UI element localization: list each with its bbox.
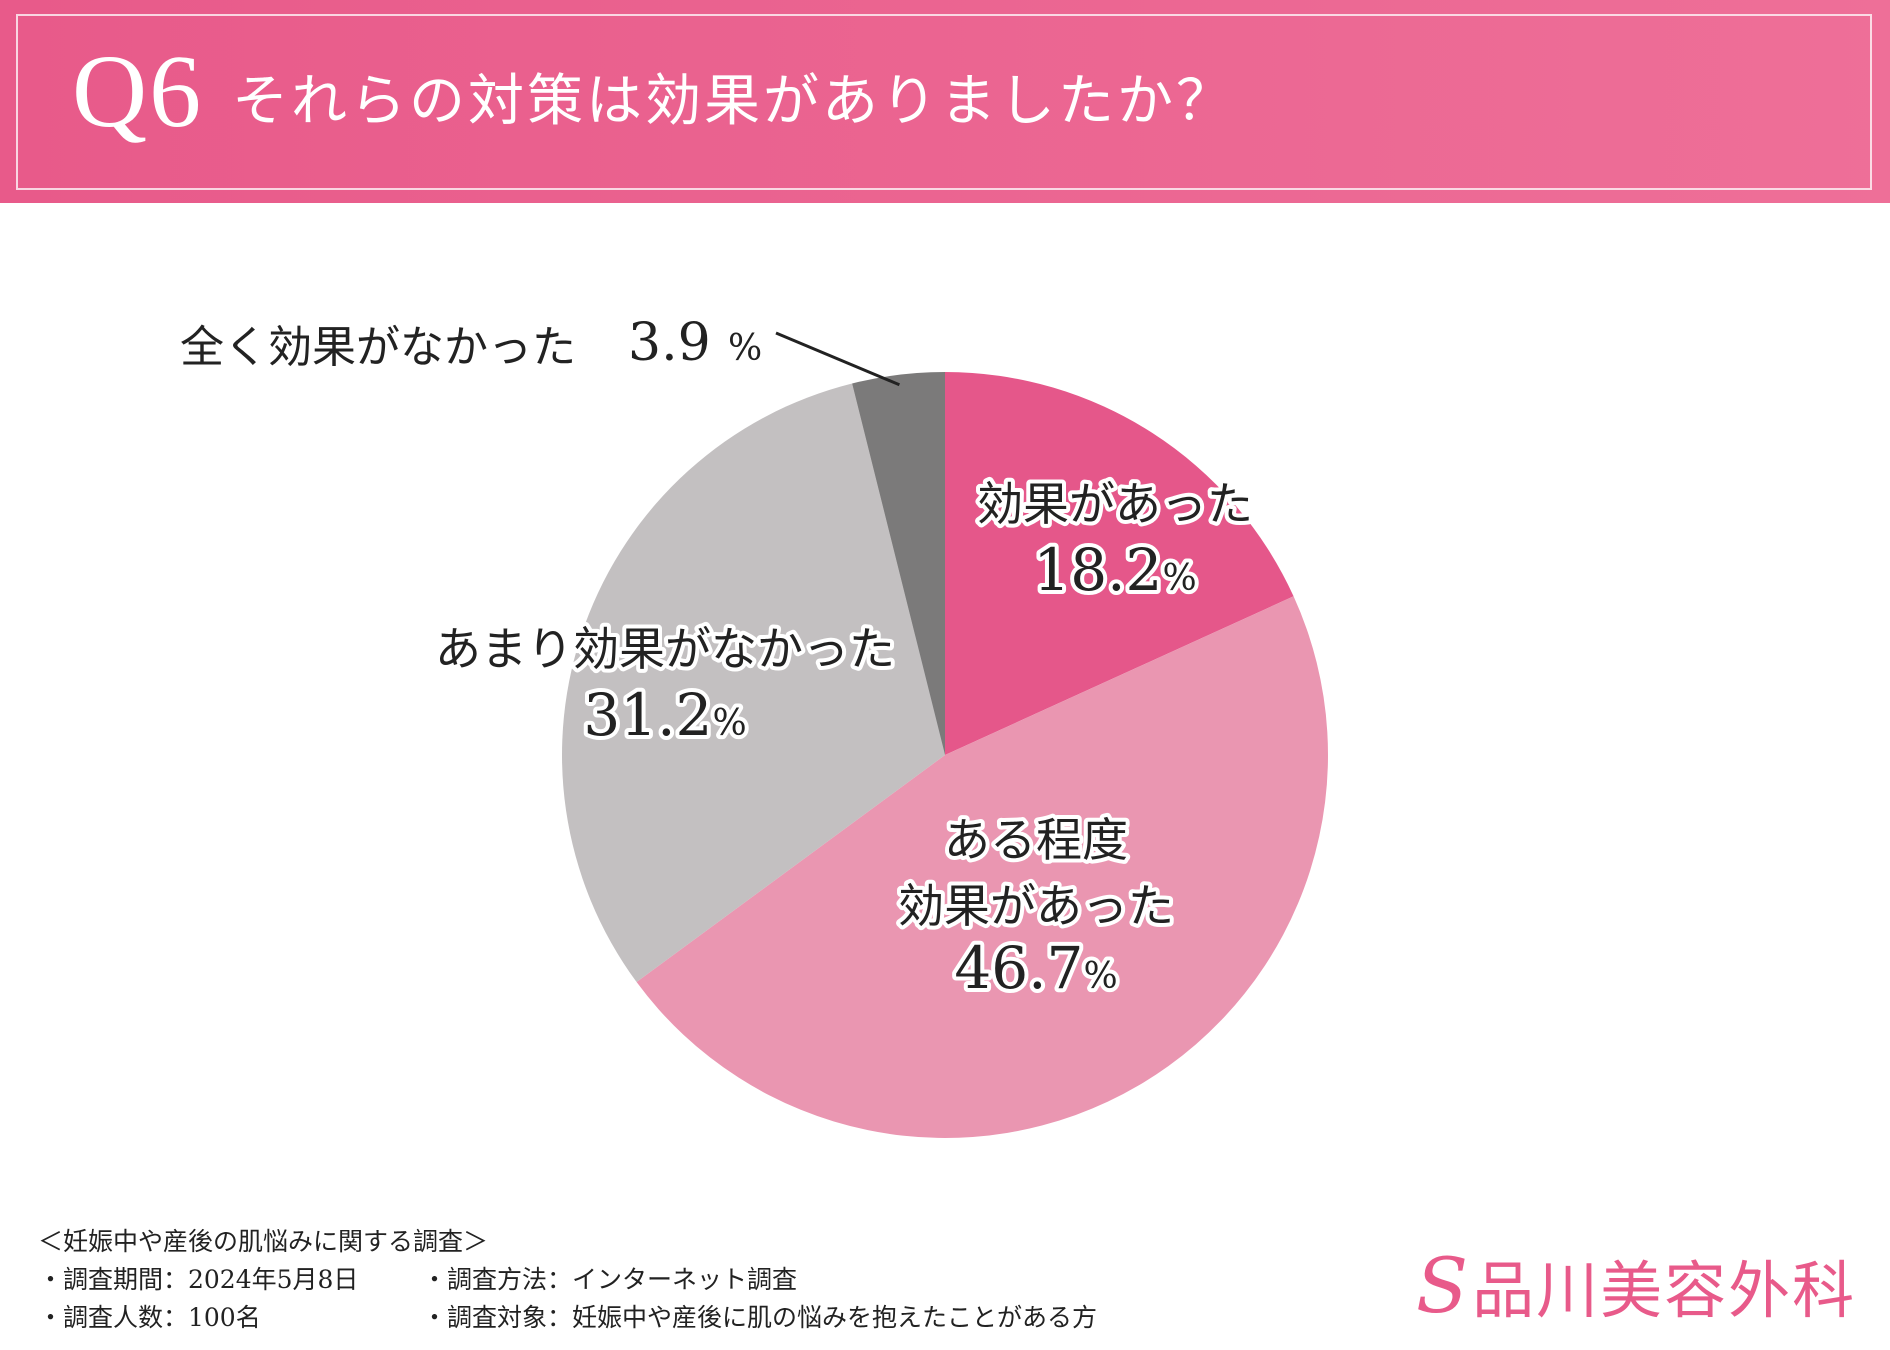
slice-value-not-effective-at-all: 3.9 — [628, 313, 711, 373]
slice-value-somewhat-effective: 46.7% — [954, 934, 1117, 1002]
question-number: Q6 — [72, 34, 204, 149]
slice-percent-sign: % — [712, 703, 746, 744]
leader-line-not-effective-at-all — [775, 331, 900, 387]
slice-percent-sign: % — [1162, 558, 1196, 599]
slice-label-not-effective-at-all: 全く効果がなかった — [180, 322, 576, 373]
slice-percent-sign: % — [728, 328, 762, 369]
pie-slice-somewhat-effective — [636, 596, 1328, 1138]
question-text: それらの対策は効果がありましたか？ — [232, 69, 1235, 134]
title-banner: Q6 それらの対策は効果がありましたか？ — [0, 0, 1890, 203]
pie-slice-effective — [945, 372, 1294, 755]
pie-slice-not-very-effective — [562, 383, 945, 983]
slice-value-not-very-effective: 31.2% — [583, 681, 746, 749]
brand-logo: S 品川美容外科 — [1416, 1240, 1856, 1330]
slice-percent-sign: % — [1083, 956, 1117, 997]
brand-s-icon: S — [1416, 1240, 1469, 1330]
title-banner-frame — [16, 14, 1872, 190]
survey-title: ＜妊娠中や産後の肌悩みに関する調査＞ — [38, 1227, 489, 1256]
pie-slice-not-effective-at-all — [852, 372, 945, 755]
slice-label-not-very-effective: あまり効果がなかった — [435, 622, 895, 676]
survey-period: ・調査期間：2024年5月8日 — [38, 1265, 359, 1294]
brand-name: 品川美容外科 — [1472, 1254, 1857, 1327]
slice-label-somewhat-effective-line-2: 効果があった — [898, 879, 1174, 933]
slice-label-effective: 効果があった — [977, 477, 1253, 531]
survey-method: ・調査方法：インターネット調査 — [422, 1265, 798, 1294]
survey-sample-size: ・調査人数：100名 — [38, 1303, 261, 1332]
survey-target: ・調査対象：妊娠中や産後に肌の悩みを抱えたことがある方 — [422, 1303, 1098, 1332]
slice-label-somewhat-effective-line-1: ある程度 — [944, 813, 1128, 867]
slice-value-effective: 18.2% — [1033, 536, 1196, 604]
